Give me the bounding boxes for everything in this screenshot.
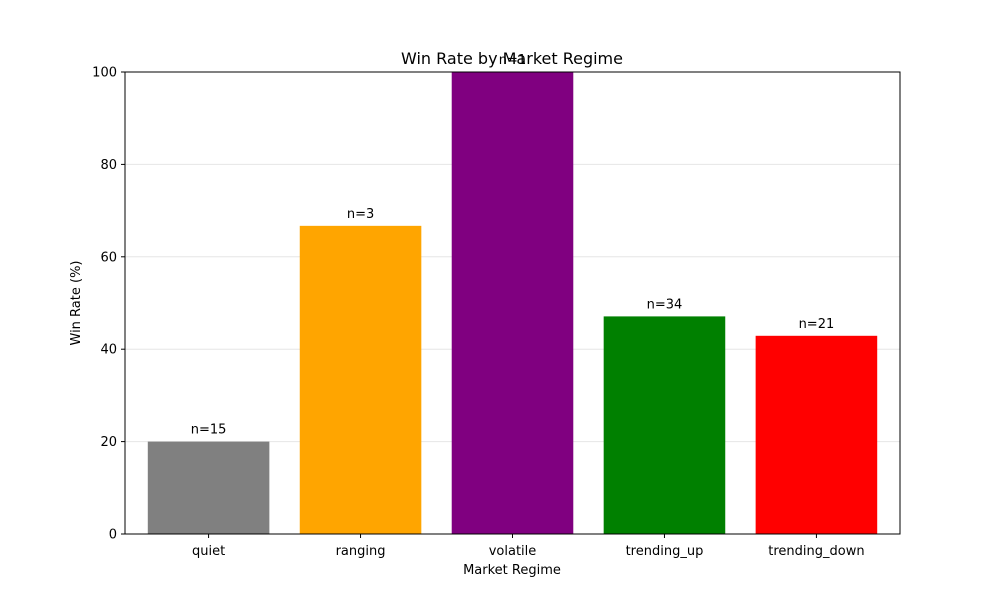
bar-count-label: n=3: [347, 207, 374, 222]
bars: [147, 72, 878, 534]
y-axis-ticks: 0 20 40 60 80 100: [92, 66, 125, 543]
bar-quiet: [147, 441, 270, 534]
bar-count-label: n=21: [799, 317, 835, 332]
y-tick-label: 20: [100, 435, 117, 450]
bar-count-labels: n=15 n=3 n=1 n=34 n=21: [191, 53, 835, 438]
bar-volatile: [451, 72, 574, 534]
y-axis-label: Win Rate (%): [69, 261, 84, 346]
bar-count-label: n=34: [647, 297, 683, 312]
bar-count-label: n=1: [499, 53, 526, 68]
bar-count-label: n=15: [191, 423, 227, 438]
chart-title: Win Rate by Market Regime: [401, 49, 623, 68]
x-axis-ticks: quiet ranging volatile trending_up trending_…: [192, 534, 865, 559]
y-tick-label: 100: [92, 66, 117, 81]
x-tick-label: trending_up: [626, 544, 704, 559]
x-tick-label: volatile: [489, 544, 537, 559]
y-tick-label: 60: [100, 250, 117, 265]
y-tick-label: 40: [100, 343, 117, 358]
bar-trending_down: [755, 335, 878, 534]
x-tick-label: ranging: [336, 544, 386, 559]
x-tick-label: trending_down: [768, 544, 864, 559]
x-tick-label: quiet: [192, 544, 225, 559]
bar-trending_up: [603, 316, 726, 534]
x-axis-label: Market Regime: [463, 563, 561, 578]
y-tick-label: 80: [100, 158, 117, 173]
bar-ranging: [299, 225, 422, 534]
y-tick-label: 0: [109, 528, 117, 543]
